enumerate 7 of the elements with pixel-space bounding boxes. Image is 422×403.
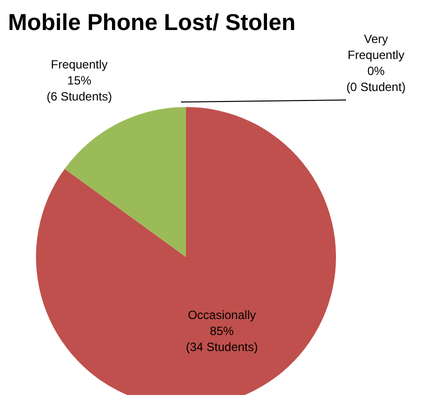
chart-title: Mobile Phone Lost/ Stolen bbox=[8, 9, 296, 35]
data-label: 15% (6 Students) bbox=[46, 74, 112, 104]
slice-label: Occasionally bbox=[188, 308, 256, 322]
data-label: 85% (34 Students) bbox=[186, 324, 258, 354]
category-label: Very Frequently bbox=[348, 32, 404, 62]
slice-label: Frequently bbox=[50, 58, 108, 72]
text: 0% (0 Student) bbox=[346, 64, 406, 94]
